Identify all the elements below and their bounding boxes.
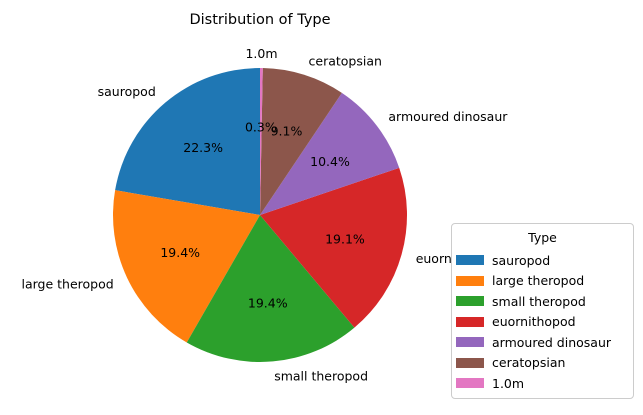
- legend-label: ceratopsian: [492, 355, 566, 371]
- legend-list: sauropod large theropod small theropod euor…: [456, 250, 611, 394]
- legend-item-1-0m: 1.0m: [456, 373, 611, 394]
- legend-item-small-theropod: small theropod: [456, 291, 611, 312]
- slice-label-armoured-dinosaur: armoured dinosaur: [388, 109, 508, 124]
- slice-pct-ceratopsian: 9.1%: [271, 123, 303, 138]
- legend-item-large-theropod: large theropod: [456, 271, 611, 292]
- pie-slices: [113, 68, 407, 362]
- pie-slice-1-0m: [260, 68, 263, 215]
- pie-slice-armoured-dinosaur: [260, 92, 400, 215]
- slice-label-large-theropod: large theropod: [21, 276, 113, 291]
- legend-swatch: [456, 275, 484, 286]
- chart-title: Distribution of Type: [189, 12, 330, 28]
- legend-swatch: [456, 337, 484, 348]
- pie-slice-small-theropod: [186, 215, 355, 362]
- legend: Type sauropod large theropod small theropo…: [451, 223, 634, 399]
- pie-slice-euornithopod: [260, 167, 407, 328]
- legend-label: small theropod: [492, 293, 586, 309]
- slice-pct-sauropod: 22.3%: [183, 140, 223, 155]
- legend-label: large theropod: [492, 273, 585, 289]
- legend-swatch: [456, 255, 484, 266]
- legend-swatch: [456, 316, 484, 327]
- legend-item-armoured-dinosaur: armoured dinosaur: [456, 332, 611, 353]
- legend-swatch: [456, 296, 484, 307]
- slice-pct-1-0m: 0.3%: [245, 119, 277, 134]
- legend-label: sauropod: [492, 252, 551, 268]
- legend-item-ceratopsian: ceratopsian: [456, 353, 611, 374]
- slice-label-small-theropod: small theropod: [274, 369, 368, 384]
- pie-slice-ceratopsian: [260, 68, 342, 215]
- slice-pct-euornithopod: 19.1%: [325, 231, 365, 246]
- slice-label-1-0m: 1.0m: [245, 46, 277, 61]
- slice-label-ceratopsian: ceratopsian: [309, 53, 382, 68]
- slice-pct-armoured-dinosaur: 10.4%: [310, 154, 350, 169]
- pie-slice-large-theropod: [113, 190, 260, 343]
- legend-item-sauropod: sauropod: [456, 250, 611, 271]
- pie-slice-sauropod: [115, 68, 260, 215]
- legend-label: euornithopod: [492, 314, 576, 330]
- legend-swatch: [456, 378, 484, 389]
- legend-title: Type: [528, 230, 557, 245]
- legend-swatch: [456, 357, 484, 368]
- legend-label: armoured dinosaur: [492, 334, 612, 350]
- legend-item-euornithopod: euornithopod: [456, 312, 611, 333]
- slice-pct-large-theropod: 19.4%: [160, 245, 200, 260]
- legend-label: 1.0m: [492, 375, 525, 391]
- slice-label-sauropod: sauropod: [98, 84, 156, 99]
- slice-pct-small-theropod: 19.4%: [248, 295, 288, 310]
- slice-percent-labels: 22.3% 19.4% 19.4% 19.1% 10.4% 9.1%0.3%: [160, 119, 365, 310]
